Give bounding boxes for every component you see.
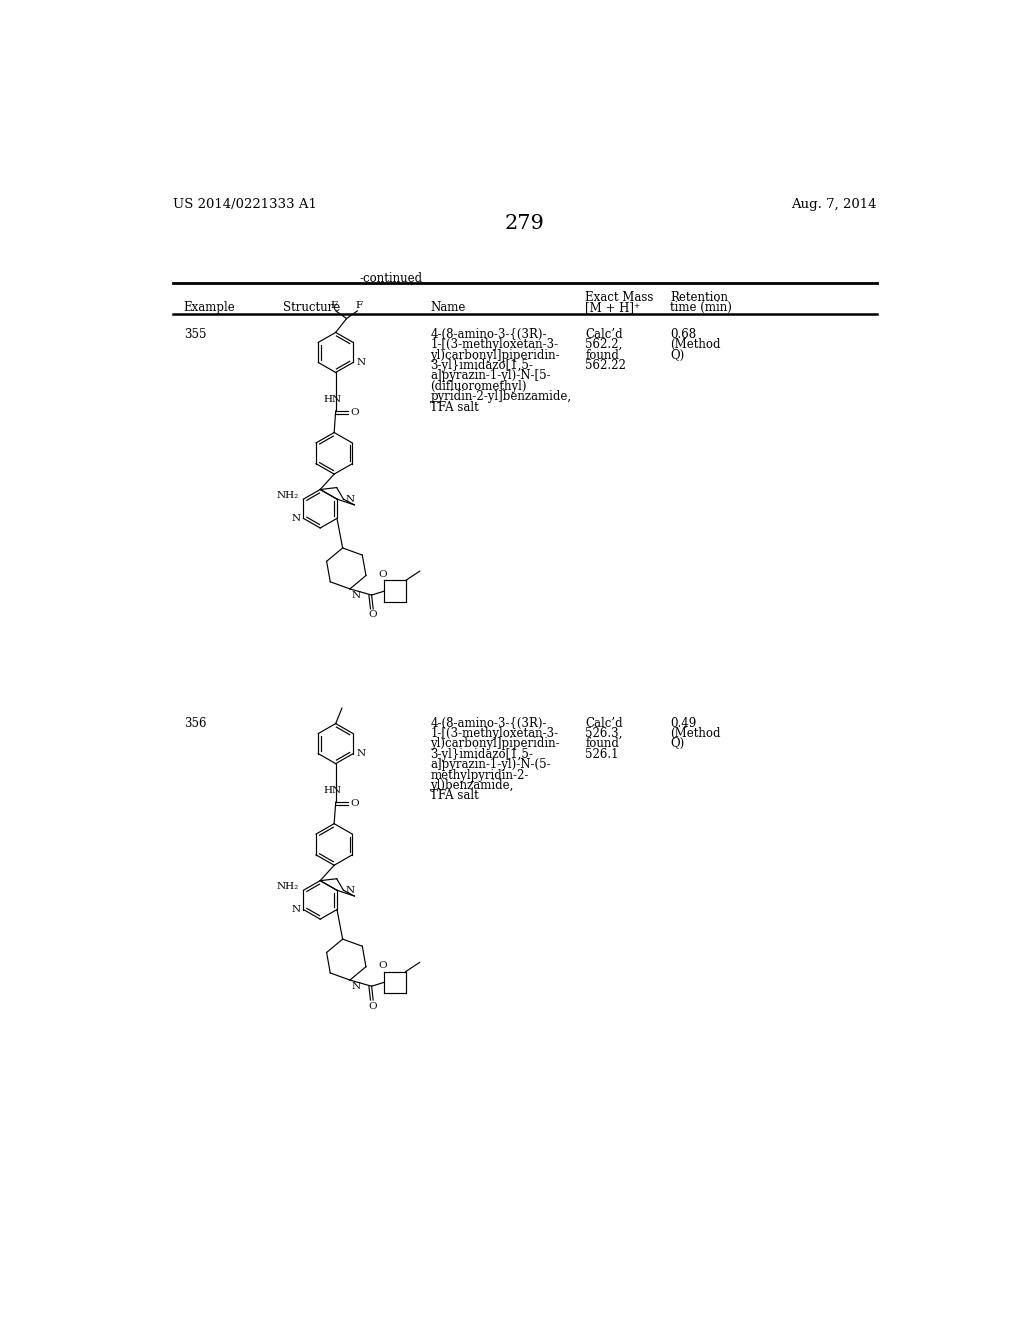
Text: a]pyrazin-1-yl)-N-[5-: a]pyrazin-1-yl)-N-[5-	[430, 370, 551, 383]
Text: 4-(8-amino-3-{(3R)-: 4-(8-amino-3-{(3R)-	[430, 717, 547, 730]
Text: N: N	[291, 906, 300, 913]
Text: 0.68: 0.68	[671, 327, 696, 341]
Text: 356: 356	[183, 717, 206, 730]
Text: N: N	[351, 982, 360, 991]
Text: O: O	[350, 408, 359, 417]
Text: Aug. 7, 2014: Aug. 7, 2014	[792, 198, 877, 211]
Text: 4-(8-amino-3-{(3R)-: 4-(8-amino-3-{(3R)-	[430, 327, 547, 341]
Text: (Method: (Method	[671, 727, 721, 741]
Text: NH₂: NH₂	[276, 491, 299, 500]
Text: US 2014/0221333 A1: US 2014/0221333 A1	[173, 198, 316, 211]
Text: Retention: Retention	[671, 290, 728, 304]
Text: N: N	[346, 495, 355, 504]
Text: N: N	[346, 886, 355, 895]
Text: Exact Mass: Exact Mass	[586, 290, 653, 304]
Text: yl)carbonyl]piperidin-: yl)carbonyl]piperidin-	[430, 348, 560, 362]
Text: (difluoromethyl): (difluoromethyl)	[430, 380, 526, 393]
Text: 562.2,: 562.2,	[586, 338, 623, 351]
Text: pyridin-2-yl]benzamide,: pyridin-2-yl]benzamide,	[430, 391, 571, 403]
Text: N: N	[356, 750, 366, 758]
Text: (Method: (Method	[671, 338, 721, 351]
Text: O: O	[378, 961, 387, 970]
Text: TFA salt: TFA salt	[430, 400, 479, 413]
Text: 0.49: 0.49	[671, 717, 696, 730]
Text: O: O	[369, 610, 378, 619]
Text: time (min): time (min)	[671, 301, 732, 314]
Text: NH₂: NH₂	[276, 882, 299, 891]
Text: Calc’d: Calc’d	[586, 717, 623, 730]
Text: 526.3,: 526.3,	[586, 727, 623, 741]
Text: F: F	[355, 301, 362, 310]
Text: yl)benzamide,: yl)benzamide,	[430, 779, 514, 792]
Text: N: N	[291, 513, 300, 523]
Text: 526.1: 526.1	[586, 748, 618, 760]
Text: 1-[(3-methyloxetan-3-: 1-[(3-methyloxetan-3-	[430, 338, 558, 351]
Text: 3-yl}imidazo[1,5-: 3-yl}imidazo[1,5-	[430, 359, 534, 372]
Text: 355: 355	[183, 327, 206, 341]
Text: Calc’d: Calc’d	[586, 327, 623, 341]
Text: TFA salt: TFA salt	[430, 789, 479, 803]
Text: HN: HN	[324, 785, 341, 795]
Text: 562.22: 562.22	[586, 359, 626, 372]
Text: 1-[(3-methyloxetan-3-: 1-[(3-methyloxetan-3-	[430, 727, 558, 741]
Text: Q): Q)	[671, 348, 685, 362]
Text: 279: 279	[505, 214, 545, 232]
Text: HN: HN	[324, 395, 341, 404]
Text: 3-yl}imidazo[1,5-: 3-yl}imidazo[1,5-	[430, 748, 534, 760]
Text: -continued: -continued	[360, 272, 423, 285]
Text: a]pyrazin-1-yl)-N-(5-: a]pyrazin-1-yl)-N-(5-	[430, 758, 551, 771]
Text: Name: Name	[430, 301, 466, 314]
Text: methylpyridin-2-: methylpyridin-2-	[430, 768, 528, 781]
Text: O: O	[369, 1002, 378, 1011]
Text: found: found	[586, 348, 620, 362]
Text: Example: Example	[183, 301, 236, 314]
Text: O: O	[378, 570, 387, 579]
Text: found: found	[586, 738, 620, 751]
Text: Q): Q)	[671, 738, 685, 751]
Text: yl)carbonyl]piperidin-: yl)carbonyl]piperidin-	[430, 738, 560, 751]
Text: N: N	[351, 591, 360, 601]
Text: [M + H]⁺: [M + H]⁺	[586, 301, 640, 314]
Text: Structure: Structure	[283, 301, 340, 314]
Text: F: F	[331, 301, 338, 310]
Text: N: N	[356, 358, 366, 367]
Text: O: O	[350, 799, 359, 808]
